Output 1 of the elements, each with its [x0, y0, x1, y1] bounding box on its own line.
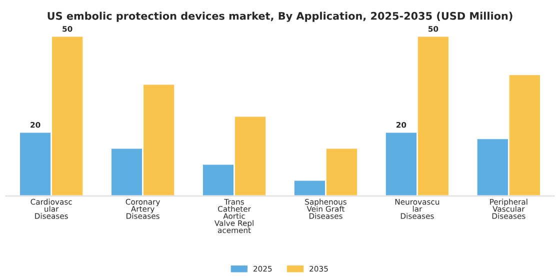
chart-title: US embolic protection devices market, By Application, 2025-2035 (USD Million) — [48, 12, 512, 22]
